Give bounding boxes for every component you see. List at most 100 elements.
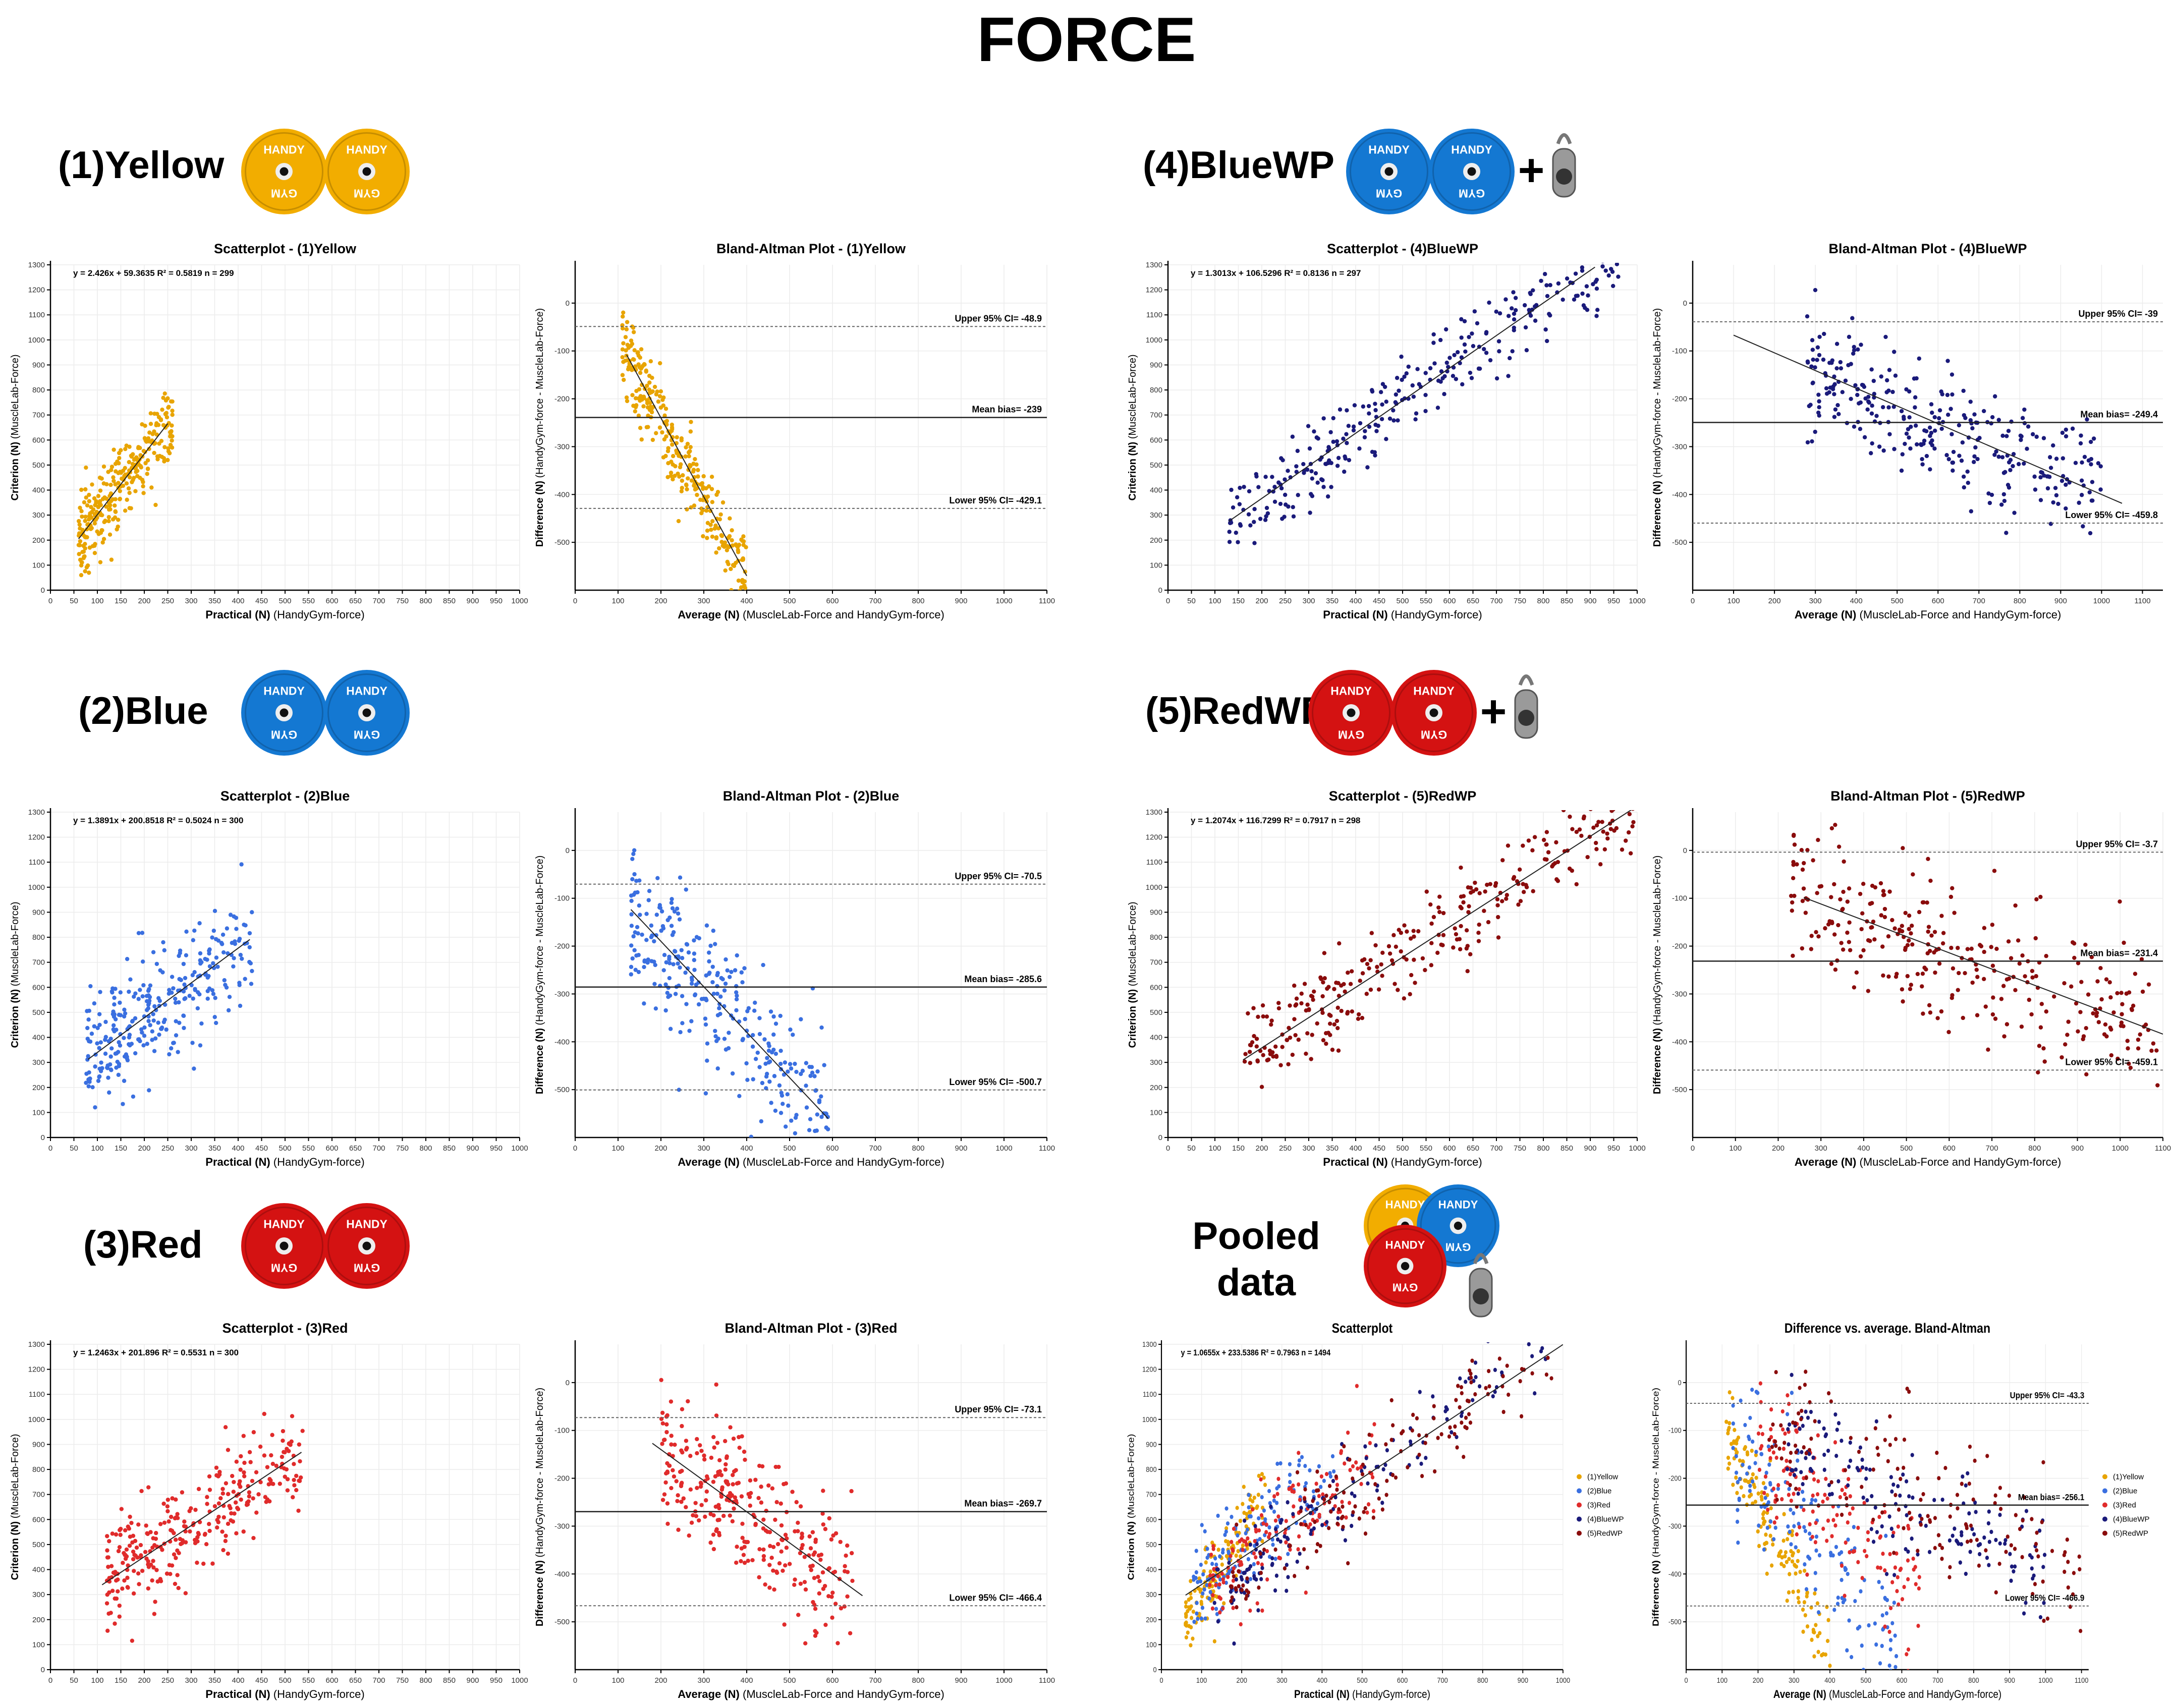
data-point xyxy=(1237,1584,1241,1588)
data-point xyxy=(738,589,742,590)
data-point xyxy=(1365,1510,1369,1515)
data-point xyxy=(1387,416,1392,421)
y-tick-label: -500 xyxy=(554,1618,570,1626)
data-point xyxy=(705,494,710,499)
x-axis-label: Average (N) (MuscleLab-Force and HandyGy… xyxy=(678,1156,944,1168)
y-tick-label: 600 xyxy=(1150,983,1162,992)
data-point xyxy=(1471,1398,1475,1402)
data-point xyxy=(123,508,128,513)
x-tick-label: 400 xyxy=(232,1144,244,1153)
data-point xyxy=(1500,858,1505,863)
data-point xyxy=(1196,1617,1200,1621)
data-point xyxy=(1469,376,1474,380)
data-point xyxy=(1957,453,1962,458)
data-point xyxy=(86,1054,90,1059)
data-point xyxy=(1822,331,1826,336)
data-point xyxy=(1913,395,1918,400)
data-point xyxy=(676,1493,680,1498)
data-point xyxy=(685,441,690,446)
data-point xyxy=(1530,848,1535,852)
data-point xyxy=(675,1499,680,1503)
data-point xyxy=(207,1488,212,1492)
data-point xyxy=(630,393,635,397)
data-point xyxy=(1278,501,1283,506)
data-point xyxy=(1313,1519,1317,1524)
data-point xyxy=(1852,985,1857,990)
data-point xyxy=(753,1522,758,1527)
data-point xyxy=(226,1551,231,1556)
data-point xyxy=(629,924,634,928)
pulley-hook xyxy=(1518,674,1534,686)
data-point xyxy=(207,964,212,969)
data-point xyxy=(1408,992,1412,997)
data-point xyxy=(103,519,107,524)
data-point xyxy=(144,439,149,444)
x-tick-label: 100 xyxy=(91,1676,103,1685)
x-tick-label: 100 xyxy=(1717,1676,1728,1684)
data-point xyxy=(1360,958,1365,963)
plate-brand-text: HANDY xyxy=(346,1217,387,1230)
data-point xyxy=(1191,1609,1195,1614)
data-point xyxy=(1537,1335,1540,1339)
data-point xyxy=(2041,436,2046,440)
data-point xyxy=(774,1500,779,1505)
data-point xyxy=(113,1621,117,1626)
data-point xyxy=(1314,1549,1319,1554)
data-point xyxy=(212,1504,217,1509)
data-point xyxy=(1630,824,1635,829)
x-tick-label: 800 xyxy=(419,1144,432,1153)
data-point xyxy=(1270,475,1274,479)
data-point xyxy=(1627,795,1631,799)
data-point xyxy=(710,980,715,985)
data-point xyxy=(87,1076,92,1081)
data-point xyxy=(762,1037,767,1042)
data-point xyxy=(199,1021,204,1026)
data-point xyxy=(667,976,672,981)
data-point xyxy=(1465,944,1470,948)
x-tick-label: 100 xyxy=(611,597,624,605)
data-point xyxy=(743,586,748,590)
data-point xyxy=(1928,1010,1933,1015)
data-point xyxy=(1265,1549,1269,1554)
data-point xyxy=(639,437,644,442)
data-point xyxy=(213,1020,218,1026)
lower-ci-label: Lower 95% CI= -429.1 xyxy=(949,495,1042,505)
data-point xyxy=(210,935,214,940)
data-point xyxy=(1254,1577,1258,1582)
x-tick-label: 600 xyxy=(826,1676,839,1685)
data-point xyxy=(671,962,676,966)
data-point xyxy=(210,988,215,993)
y-tick-label: 0 xyxy=(566,299,570,308)
data-point xyxy=(1211,1589,1215,1594)
data-point xyxy=(2011,464,2015,469)
data-point xyxy=(1332,987,1336,991)
data-point xyxy=(117,461,121,466)
y-tick-label: 600 xyxy=(1146,1515,1157,1523)
data-point xyxy=(122,1014,127,1019)
data-point xyxy=(1217,1582,1221,1587)
plate-hole xyxy=(362,708,371,717)
data-point xyxy=(221,1515,226,1520)
data-point xyxy=(2031,432,2035,437)
data-point xyxy=(1907,914,1912,918)
data-point xyxy=(693,1501,698,1505)
data-point xyxy=(1522,303,1527,308)
data-points xyxy=(1805,288,2103,536)
data-point xyxy=(249,982,254,986)
x-tick-label: 600 xyxy=(325,1676,338,1685)
data-point xyxy=(1322,951,1327,955)
data-point xyxy=(96,494,101,498)
data-point xyxy=(1285,1563,1289,1567)
data-point xyxy=(1456,1384,1460,1388)
data-point xyxy=(1877,444,1882,449)
data-point xyxy=(1554,840,1558,845)
data-point xyxy=(673,464,678,469)
data-point xyxy=(1882,906,1887,912)
data-point xyxy=(1380,1501,1384,1505)
data-point xyxy=(724,1481,729,1485)
data-point xyxy=(124,443,129,448)
data-point xyxy=(2069,984,2074,989)
data-point xyxy=(644,938,649,942)
data-point xyxy=(829,1595,834,1599)
data-point xyxy=(2019,437,2023,442)
